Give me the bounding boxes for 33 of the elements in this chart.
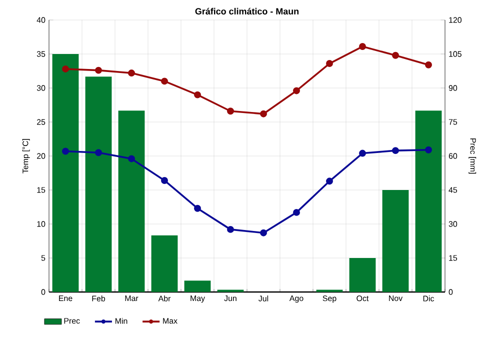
point — [161, 176, 168, 184]
point — [260, 229, 267, 236]
point — [95, 66, 102, 74]
bar — [184, 280, 211, 292]
point — [194, 91, 201, 98]
point — [425, 61, 432, 68]
point — [62, 65, 69, 72]
bar — [118, 110, 145, 292]
point — [326, 178, 333, 185]
point — [293, 208, 300, 216]
point — [392, 52, 399, 59]
point — [227, 226, 234, 233]
point — [95, 149, 102, 156]
bar — [85, 76, 112, 292]
bar — [382, 190, 409, 292]
bar — [52, 54, 79, 292]
point — [293, 87, 300, 94]
point — [62, 148, 69, 155]
point — [161, 78, 168, 85]
point — [128, 155, 135, 162]
point — [359, 43, 366, 50]
point — [392, 147, 399, 154]
chart-title: Gráfico climático - Maun — [195, 8, 299, 15]
point — [359, 150, 366, 157]
bar — [151, 235, 178, 292]
point — [326, 60, 333, 68]
bar — [349, 258, 376, 292]
point — [128, 70, 135, 77]
point — [227, 108, 234, 115]
bar — [415, 110, 442, 292]
point — [260, 110, 267, 118]
point — [194, 204, 201, 212]
point — [425, 146, 432, 154]
